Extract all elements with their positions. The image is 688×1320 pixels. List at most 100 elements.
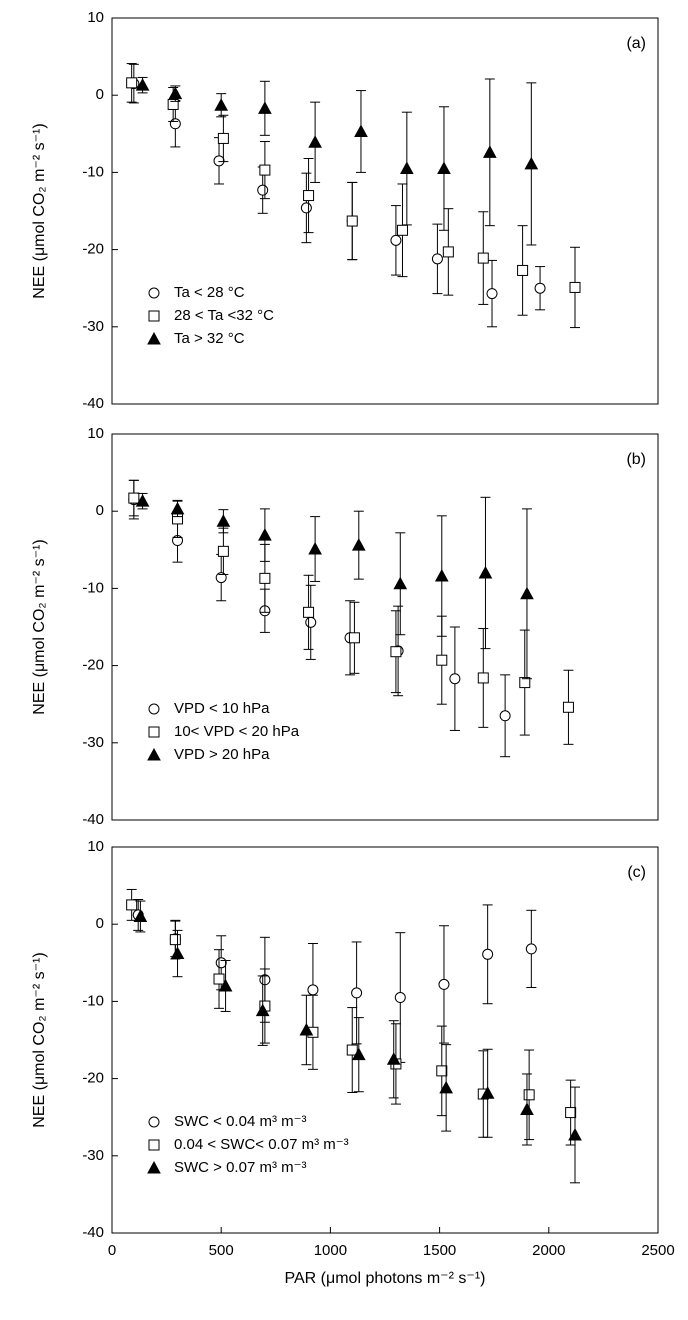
y-tick-label: -10 bbox=[82, 163, 104, 180]
marker bbox=[218, 133, 228, 143]
legend-label: Ta > 32 °C bbox=[174, 330, 245, 347]
y-tick-label: 10 bbox=[87, 9, 104, 26]
marker bbox=[127, 78, 137, 88]
marker bbox=[401, 163, 413, 174]
y-axis-label: NEE (μmol CO₂ m⁻² s⁻¹) bbox=[31, 123, 48, 298]
marker bbox=[129, 493, 139, 503]
y-tick-label: -30 bbox=[82, 734, 104, 751]
y-tick-label: -20 bbox=[82, 241, 104, 258]
y-tick-label: -20 bbox=[82, 657, 104, 674]
y-tick-label: 10 bbox=[87, 838, 104, 855]
y-tick-label: -10 bbox=[82, 579, 104, 596]
marker bbox=[397, 225, 407, 235]
legend-marker bbox=[149, 1117, 159, 1127]
marker bbox=[304, 191, 314, 201]
panel-label: (a) bbox=[626, 35, 646, 52]
legend-marker bbox=[149, 288, 159, 298]
y-tick-label: -20 bbox=[82, 1070, 104, 1087]
marker bbox=[352, 988, 362, 998]
marker bbox=[478, 673, 488, 683]
marker bbox=[432, 254, 442, 264]
marker bbox=[259, 529, 271, 540]
marker bbox=[391, 235, 401, 245]
marker bbox=[260, 573, 270, 583]
marker bbox=[259, 102, 271, 113]
marker bbox=[437, 655, 447, 665]
marker bbox=[521, 588, 533, 599]
x-axis-label: PAR (μmol photons m⁻² s⁻¹) bbox=[285, 1270, 486, 1287]
marker bbox=[521, 1103, 533, 1114]
marker bbox=[438, 163, 450, 174]
y-tick-label: -40 bbox=[82, 395, 104, 412]
marker bbox=[217, 515, 229, 526]
marker bbox=[170, 119, 180, 129]
panel-label: (b) bbox=[626, 451, 646, 468]
x-tick-label: 1500 bbox=[423, 1242, 456, 1259]
marker bbox=[394, 578, 406, 589]
x-tick-label: 1000 bbox=[314, 1242, 347, 1259]
y-axis-label: NEE (μmol CO₂ m⁻² s⁻¹) bbox=[31, 952, 48, 1127]
legend-label: SWC < 0.04 m³ m⁻³ bbox=[174, 1113, 307, 1130]
legend-marker bbox=[148, 749, 160, 760]
marker bbox=[526, 944, 536, 954]
x-tick-label: 0 bbox=[108, 1242, 116, 1259]
y-tick-label: -30 bbox=[82, 318, 104, 335]
marker bbox=[518, 265, 528, 275]
y-tick-label: -30 bbox=[82, 1147, 104, 1164]
marker bbox=[525, 158, 537, 169]
marker bbox=[439, 979, 449, 989]
marker bbox=[563, 702, 573, 712]
y-tick-label: -40 bbox=[82, 1224, 104, 1241]
legend-label: 28 < Ta <32 °C bbox=[174, 307, 274, 324]
marker bbox=[437, 1066, 447, 1076]
marker bbox=[349, 633, 359, 643]
marker bbox=[306, 617, 316, 627]
marker bbox=[443, 247, 453, 257]
marker bbox=[450, 674, 460, 684]
marker bbox=[309, 136, 321, 147]
marker bbox=[524, 1090, 534, 1100]
marker bbox=[479, 567, 491, 578]
y-tick-label: 0 bbox=[96, 915, 104, 932]
marker bbox=[172, 948, 184, 959]
marker bbox=[216, 958, 226, 968]
y-axis-label: NEE (μmol CO₂ m⁻² s⁻¹) bbox=[31, 539, 48, 714]
legend-label: 0.04 < SWC< 0.07 m³ m⁻³ bbox=[174, 1136, 349, 1153]
marker bbox=[355, 125, 367, 136]
marker bbox=[301, 203, 311, 213]
marker bbox=[172, 503, 184, 514]
x-tick-label: 2500 bbox=[641, 1242, 674, 1259]
legend-label: VPD < 10 hPa bbox=[174, 700, 270, 717]
marker bbox=[570, 282, 580, 292]
marker bbox=[215, 99, 227, 110]
legend-label: SWC > 0.07 m³ m⁻³ bbox=[174, 1159, 307, 1176]
legend-marker bbox=[148, 1162, 160, 1173]
marker bbox=[260, 165, 270, 175]
y-tick-label: -10 bbox=[82, 992, 104, 1009]
y-tick-label: 0 bbox=[96, 86, 104, 103]
marker bbox=[258, 185, 268, 195]
x-tick-label: 2000 bbox=[532, 1242, 565, 1259]
marker bbox=[308, 985, 318, 995]
marker bbox=[436, 570, 448, 581]
y-tick-label: 0 bbox=[96, 502, 104, 519]
marker bbox=[395, 993, 405, 1003]
y-tick-label: 10 bbox=[87, 425, 104, 442]
chart: -40 -30 -20 -10 0 10 NEE (μmol CO₂ m⁻² s⁻¹) (a)… bbox=[0, 0, 688, 1320]
panel-label: (c) bbox=[627, 864, 646, 881]
marker bbox=[353, 539, 365, 550]
legend-marker bbox=[149, 1140, 159, 1150]
legend-marker bbox=[149, 311, 159, 321]
marker bbox=[214, 156, 224, 166]
x-tick-label: 500 bbox=[209, 1242, 234, 1259]
marker bbox=[218, 546, 228, 556]
marker bbox=[484, 146, 496, 157]
marker bbox=[478, 253, 488, 263]
legend-marker bbox=[149, 704, 159, 714]
marker bbox=[304, 607, 314, 617]
marker bbox=[127, 900, 137, 910]
y-tick-label: -40 bbox=[82, 811, 104, 828]
legend-label: 10< VPD < 20 hPa bbox=[174, 723, 300, 740]
marker bbox=[500, 711, 510, 721]
marker bbox=[214, 974, 224, 984]
